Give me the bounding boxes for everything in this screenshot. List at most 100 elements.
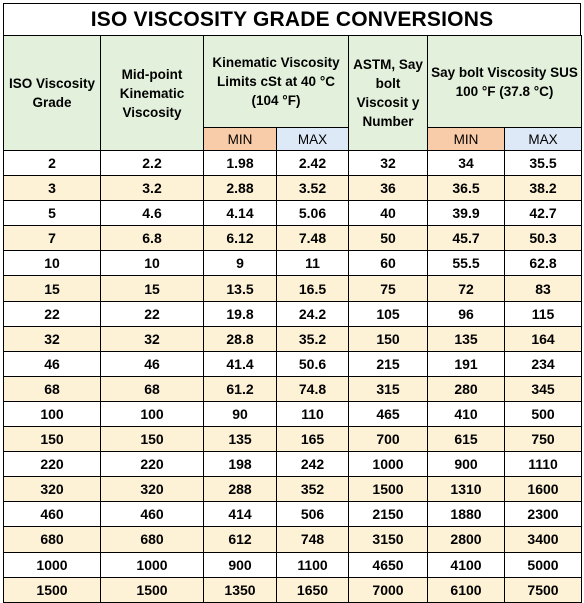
- cell-saybolt-min: 36.5: [427, 175, 505, 202]
- cell-saybolt-min: 34: [427, 149, 505, 177]
- cell-saybolt-max: 750: [504, 426, 582, 453]
- cell-kinematic-min: 6.12: [203, 225, 277, 252]
- cell-midpoint: 100: [100, 400, 204, 428]
- cell-astm: 150: [348, 325, 428, 352]
- cell-iso-grade: 1500: [3, 576, 101, 603]
- cell-kinematic-max: 242: [276, 451, 349, 478]
- cell-midpoint: 4.6: [100, 200, 204, 227]
- cell-midpoint: 150: [100, 426, 204, 453]
- cell-iso-grade: 2: [3, 149, 101, 177]
- cell-saybolt-max: 1110: [504, 451, 582, 478]
- cell-kinematic-max: 35.2: [276, 325, 349, 352]
- cell-kinematic-max: 50.6: [276, 350, 349, 377]
- cell-kinematic-min: 1.98: [203, 149, 277, 177]
- cell-saybolt-max: 345: [504, 375, 582, 402]
- cell-midpoint: 1000: [100, 551, 204, 578]
- table-row: 150 150 135 165 700 615 750: [3, 426, 582, 453]
- header-saybolt-min: MIN: [427, 127, 505, 151]
- cell-midpoint: 320: [100, 476, 204, 503]
- cell-iso-grade: 1000: [3, 551, 101, 578]
- cell-astm: 1000: [348, 451, 428, 478]
- cell-kinematic-max: 24.2: [276, 300, 349, 327]
- cell-astm: 60: [348, 250, 428, 277]
- cell-saybolt-min: 900: [427, 451, 505, 478]
- table-row: 22 22 19.8 24.2 105 96 115: [3, 300, 582, 327]
- cell-midpoint: 3.2: [100, 175, 204, 202]
- cell-astm: 105: [348, 300, 428, 327]
- cell-astm: 40: [348, 200, 428, 227]
- cell-saybolt-min: 39.9: [427, 200, 505, 227]
- cell-midpoint: 680: [100, 526, 204, 553]
- cell-saybolt-min: 2800: [427, 526, 505, 553]
- cell-astm: 75: [348, 275, 428, 302]
- cell-kinematic-min: 9: [203, 250, 277, 277]
- table-row: 680 680 612 748 3150 2800 3400: [3, 526, 582, 553]
- cell-kinematic-max: 11: [276, 250, 349, 277]
- cell-kinematic-max: 748: [276, 526, 349, 553]
- cell-saybolt-max: 50.3: [504, 225, 582, 252]
- cell-saybolt-max: 164: [504, 325, 582, 352]
- table-row: 15 15 13.5 16.5 75 72 83: [3, 275, 582, 302]
- cell-kinematic-max: 74.8: [276, 375, 349, 402]
- cell-kinematic-min: 135: [203, 426, 277, 453]
- table-row: 10 10 9 11 60 55.5 62.8: [3, 250, 582, 277]
- cell-kinematic-max: 1100: [276, 551, 349, 578]
- cell-astm: 1500: [348, 476, 428, 503]
- cell-saybolt-max: 83: [504, 275, 582, 302]
- table-row: 5 4.6 4.14 5.06 40 39.9 42.7: [3, 200, 582, 227]
- header-midpoint: Mid-point Kinematic Viscosity: [100, 35, 204, 151]
- cell-saybolt-max: 42.7: [504, 200, 582, 227]
- cell-midpoint: 2.2: [100, 149, 204, 177]
- cell-kinematic-max: 110: [276, 400, 349, 428]
- cell-saybolt-min: 6100: [427, 576, 505, 603]
- cell-midpoint: 220: [100, 451, 204, 478]
- viscosity-table: ISO Viscosity Grade Mid-point Kinematic …: [3, 35, 582, 603]
- cell-saybolt-max: 35.5: [504, 149, 582, 177]
- header-kinematic-min: MIN: [203, 127, 277, 151]
- cell-saybolt-min: 191: [427, 350, 505, 377]
- cell-iso-grade: 32: [3, 325, 101, 352]
- cell-iso-grade: 150: [3, 426, 101, 453]
- cell-kinematic-min: 13.5: [203, 275, 277, 302]
- header-kinematic-max: MAX: [276, 127, 349, 151]
- cell-kinematic-min: 19.8: [203, 300, 277, 327]
- cell-saybolt-min: 1880: [427, 501, 505, 528]
- cell-midpoint: 68: [100, 375, 204, 402]
- cell-iso-grade: 320: [3, 476, 101, 503]
- cell-kinematic-max: 165: [276, 426, 349, 453]
- cell-kinematic-min: 1350: [203, 576, 277, 603]
- table-row: 68 68 61.2 74.8 315 280 345: [3, 375, 582, 402]
- cell-iso-grade: 68: [3, 375, 101, 402]
- cell-saybolt-max: 1600: [504, 476, 582, 503]
- table-row: 460 460 414 506 2150 1880 2300: [3, 501, 582, 528]
- cell-midpoint: 1500: [100, 576, 204, 603]
- cell-kinematic-max: 16.5: [276, 275, 349, 302]
- cell-saybolt-min: 96: [427, 300, 505, 327]
- cell-iso-grade: 22: [3, 300, 101, 327]
- cell-kinematic-min: 198: [203, 451, 277, 478]
- cell-iso-grade: 10: [3, 250, 101, 277]
- cell-saybolt-min: 4100: [427, 551, 505, 578]
- cell-astm: 700: [348, 426, 428, 453]
- cell-midpoint: 460: [100, 501, 204, 528]
- table-row: 320 320 288 352 1500 1310 1600: [3, 476, 582, 503]
- cell-midpoint: 46: [100, 350, 204, 377]
- table-row: 1000 1000 900 1100 4650 4100 5000: [3, 551, 582, 578]
- cell-kinematic-max: 2.42: [276, 149, 349, 177]
- header-iso-grade: ISO Viscosity Grade: [3, 35, 101, 151]
- header-saybolt-max: MAX: [504, 127, 582, 151]
- table-row: 220 220 198 242 1000 900 1110: [3, 451, 582, 478]
- cell-saybolt-min: 1310: [427, 476, 505, 503]
- cell-saybolt-min: 410: [427, 400, 505, 428]
- cell-saybolt-max: 234: [504, 350, 582, 377]
- cell-saybolt-min: 55.5: [427, 250, 505, 277]
- table-row: 2 2.2 1.98 2.42 32 34 35.5: [3, 149, 582, 177]
- cell-kinematic-max: 506: [276, 501, 349, 528]
- cell-astm: 215: [348, 350, 428, 377]
- cell-kinematic-min: 61.2: [203, 375, 277, 402]
- cell-saybolt-max: 2300: [504, 501, 582, 528]
- cell-iso-grade: 220: [3, 451, 101, 478]
- cell-kinematic-max: 5.06: [276, 200, 349, 227]
- cell-iso-grade: 100: [3, 400, 101, 428]
- cell-astm: 4650: [348, 551, 428, 578]
